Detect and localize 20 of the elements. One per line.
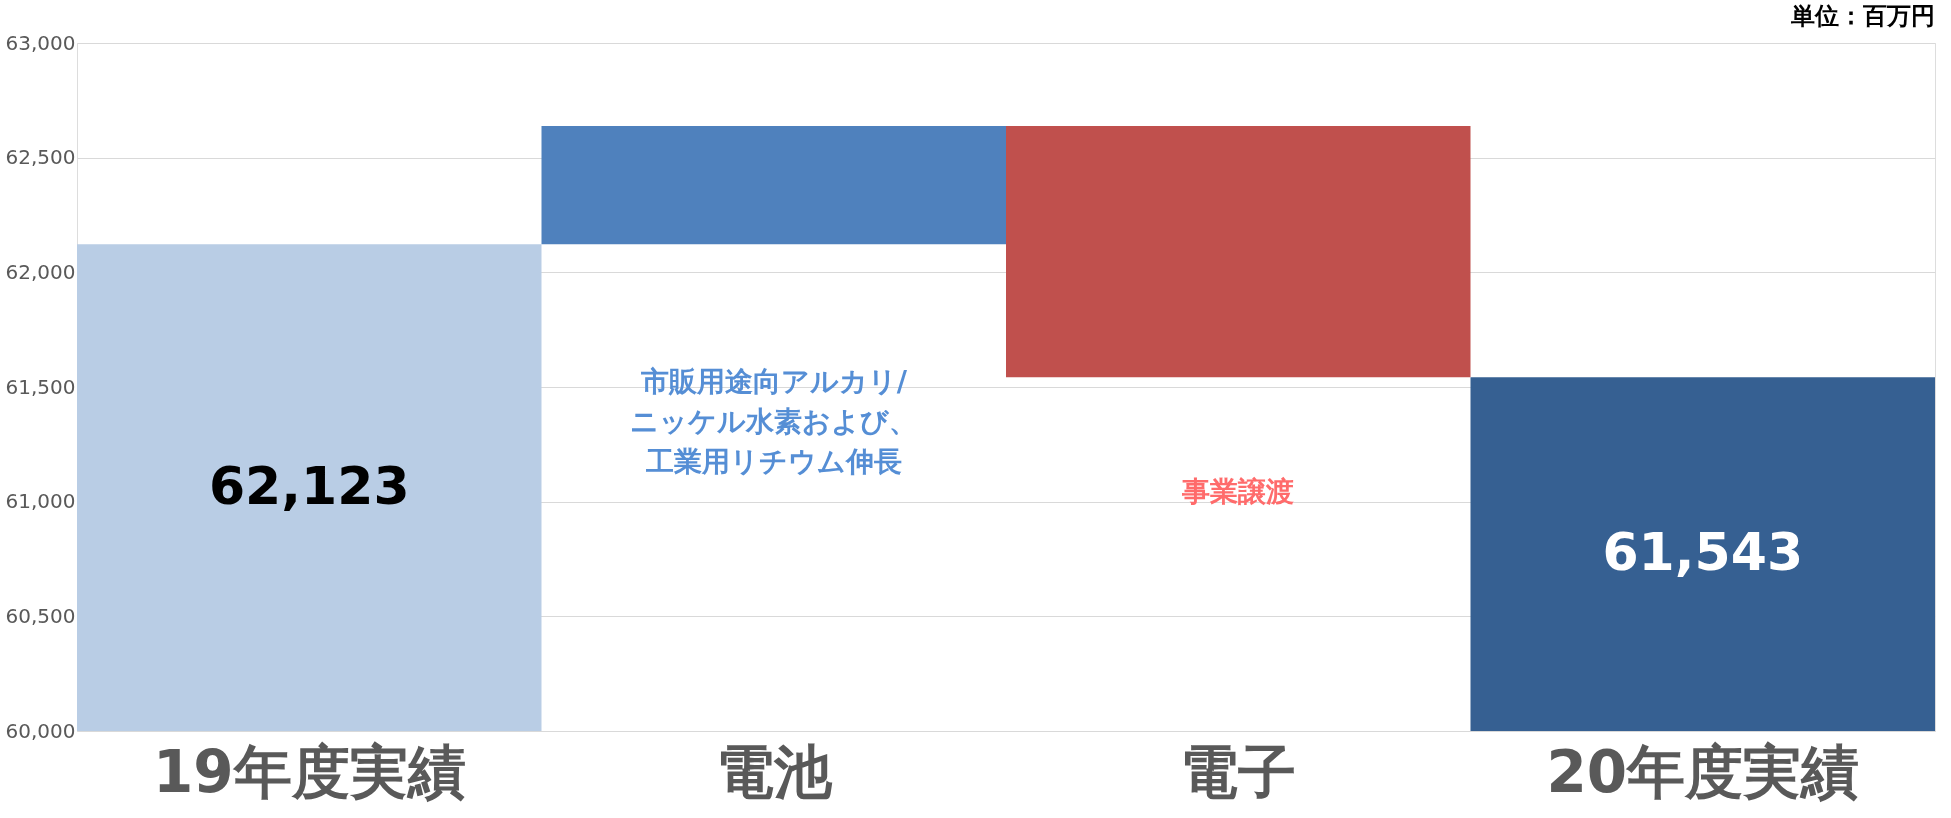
- y-tick-label: 60,000: [5, 718, 76, 743]
- annotation: 市販用途向アルカリ/ニッケル水素および、工業用リチウム伸長: [630, 365, 918, 478]
- y-tick-label: 62,500: [5, 145, 76, 170]
- y-tick-label: 61,000: [5, 489, 76, 514]
- text: 単位：百万円: [1790, 2, 1935, 30]
- y-tick-label: 63,000: [5, 30, 76, 55]
- bar: [1470, 377, 1935, 731]
- x-tick-label: 20年度実績: [1546, 737, 1860, 806]
- bar: [77, 244, 542, 731]
- x-tick-label: 19年度実績: [152, 737, 466, 806]
- bar: [1006, 126, 1471, 378]
- y-tick-label: 61,500: [5, 374, 76, 399]
- y-tick-label: 62,000: [5, 259, 76, 284]
- x-tick-label: 電池: [715, 737, 833, 806]
- y-tick-label: 60,500: [5, 603, 76, 628]
- bar: [541, 126, 1006, 245]
- data-label: 62,123: [208, 455, 410, 516]
- data-label: 61,543: [1602, 522, 1804, 583]
- x-tick-label: 電子: [1180, 737, 1297, 806]
- annotation: 事業譲渡: [1181, 475, 1295, 508]
